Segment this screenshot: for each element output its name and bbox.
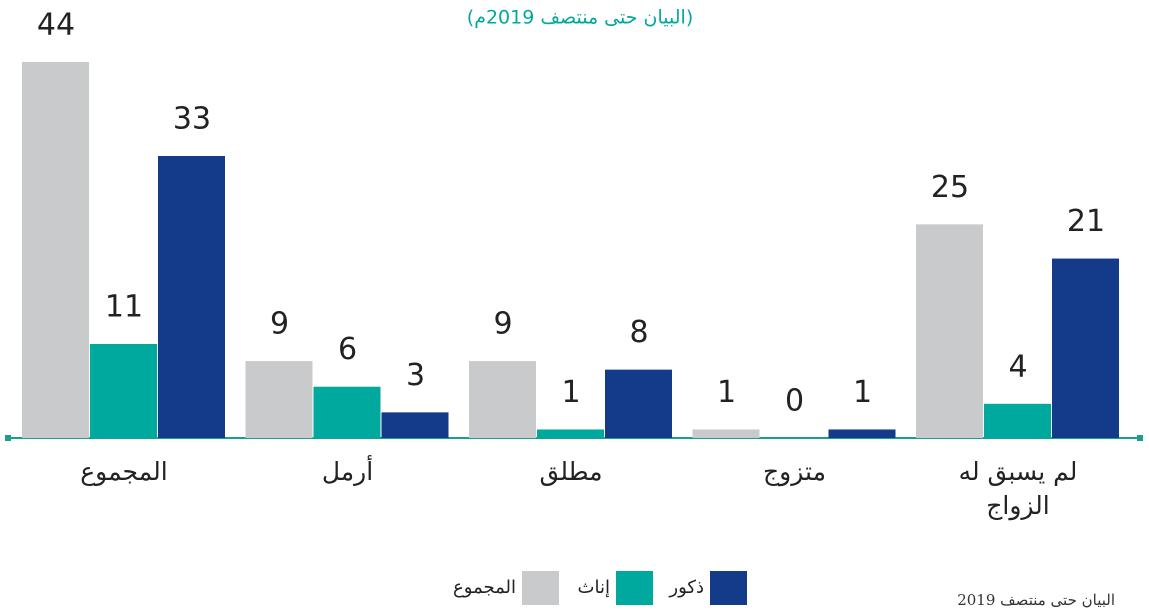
value-label: 21	[1067, 204, 1105, 239]
value-label: 25	[931, 170, 969, 205]
bar	[22, 62, 89, 438]
x-tick-label: أرمل	[321, 457, 374, 486]
value-label: 8	[629, 315, 648, 350]
x-tick-label: متزوج	[763, 457, 826, 486]
x-tick-label: لم يسبق له الزواج	[958, 457, 1078, 520]
legend-swatch	[522, 571, 559, 605]
legend-swatch	[710, 571, 747, 605]
value-label: 6	[338, 332, 357, 367]
bar	[158, 156, 225, 438]
bar	[828, 429, 896, 438]
chart-title: (البيان حتى منتصف 2019م)	[467, 7, 693, 29]
x-tick-label: مطلق	[539, 457, 603, 486]
value-label: 0	[785, 384, 804, 419]
footnote: البيان حتى منتصف 2019	[957, 591, 1115, 609]
value-label: 1	[853, 375, 872, 410]
bar	[381, 412, 449, 438]
value-label: 3	[406, 358, 425, 393]
legend-label: إناث	[578, 577, 610, 598]
bar	[245, 361, 313, 438]
value-label: 9	[270, 307, 289, 342]
bar	[313, 386, 381, 438]
bar	[605, 369, 672, 438]
x-tick-label: المجموع	[80, 457, 168, 486]
bar	[469, 361, 536, 438]
legend-label: ذكور	[668, 577, 704, 598]
axis-end	[5, 435, 11, 441]
value-label: 33	[173, 102, 211, 137]
bar	[537, 429, 604, 438]
value-label: 44	[37, 8, 75, 43]
value-label: 4	[1008, 349, 1027, 384]
axis-end	[1137, 435, 1143, 441]
value-label: 9	[493, 307, 512, 342]
value-label: 1	[717, 375, 736, 410]
value-label: 11	[105, 290, 143, 325]
bar	[90, 344, 157, 438]
bar	[984, 403, 1051, 438]
legend-swatch	[616, 571, 653, 605]
legend-label: المجموع	[453, 577, 516, 598]
bar	[692, 429, 760, 438]
value-label: 1	[561, 375, 580, 410]
bar	[916, 224, 983, 438]
bar	[1052, 258, 1119, 438]
